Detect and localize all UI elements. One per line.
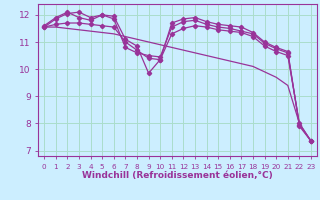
X-axis label: Windchill (Refroidissement éolien,°C): Windchill (Refroidissement éolien,°C)	[82, 171, 273, 180]
